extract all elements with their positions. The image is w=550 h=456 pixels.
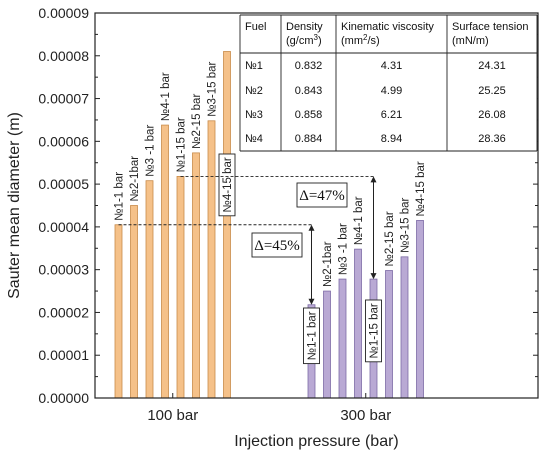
table-cell: 8.94 xyxy=(381,133,402,145)
table-header-cell: Fuel xyxy=(245,21,266,33)
table-cell: №3 xyxy=(245,109,263,121)
bar-label: №1-1 bar xyxy=(307,311,319,360)
table-cell: 26.08 xyxy=(478,109,506,121)
bar-label: №3 -1 bar xyxy=(338,223,350,275)
bar-label: №1-15 bar xyxy=(369,303,381,358)
bar-label: №4-15 bar xyxy=(222,157,234,212)
y-tick-label: 0.00004 xyxy=(38,219,89,235)
bar-100bar-4 xyxy=(161,124,169,399)
bar-label: №2-1bar xyxy=(322,241,334,287)
table-cell: 4.31 xyxy=(381,60,402,72)
bar-300bar-2 xyxy=(323,290,331,399)
bar-300bar-8 xyxy=(416,220,424,399)
bar-label: №4-1 bar xyxy=(160,72,172,121)
bar-100bar-6 xyxy=(192,152,200,399)
bar-label: №1-1 bar xyxy=(114,172,126,221)
properties-table xyxy=(240,15,537,151)
bar-100bar-3 xyxy=(145,180,154,399)
table-header-cell: Kinematic viscosity (mm2/s) xyxy=(341,21,434,47)
bar-100bar-1 xyxy=(114,224,123,399)
delta-label: Δ=45% xyxy=(254,238,300,254)
bar-label: №4-1 bar xyxy=(353,196,365,245)
table-cell: №1 xyxy=(245,60,263,72)
bar-label: №3 -1 bar xyxy=(145,125,157,177)
table-cell: №2 xyxy=(245,85,263,97)
bar-100bar-5 xyxy=(176,176,185,399)
table-cell: 24.31 xyxy=(478,60,506,72)
y-tick-label: 0.00009 xyxy=(38,5,89,21)
table-cell: 25.25 xyxy=(478,85,506,97)
y-tick-label: 0.00000 xyxy=(38,390,89,406)
x-tick-label: 100 bar xyxy=(147,407,198,424)
arrow-up-icon xyxy=(308,224,315,231)
table-cell: 28.36 xyxy=(478,133,506,145)
table-cell: 0.884 xyxy=(295,133,323,145)
bar-label: №3-15 bar xyxy=(400,197,412,252)
delta-label: Δ=47% xyxy=(299,188,345,204)
table-cell: 0.858 xyxy=(295,109,323,121)
y-tick-label: 0.00002 xyxy=(38,304,89,320)
bar-100bar-2 xyxy=(130,205,138,399)
table-cell: №4 xyxy=(245,133,263,145)
y-tick-label: 0.00006 xyxy=(38,133,89,149)
table-cell: 6.21 xyxy=(381,109,402,121)
arrow-down-icon xyxy=(370,273,377,280)
bar-label: №2-1bar xyxy=(129,156,141,202)
bar-label-box xyxy=(365,299,382,363)
table-cell: 0.843 xyxy=(295,85,323,97)
y-tick-label: 0.00001 xyxy=(38,347,89,363)
y-axis-title: Sauter mean diameter (m) xyxy=(6,112,23,299)
table-cell: 4.99 xyxy=(381,85,402,97)
bar-100bar-7 xyxy=(207,120,216,399)
bar-label: №4-15 bar xyxy=(415,161,427,216)
table-header-cell: Surface tension (mN/m) xyxy=(452,21,528,47)
bar-300bar-6 xyxy=(385,270,393,399)
delta-box xyxy=(296,182,348,208)
bar-label: №1-15 bar xyxy=(176,117,188,172)
bar-300bar-4 xyxy=(354,248,362,399)
bar-label: №2-15 bar xyxy=(191,94,203,149)
arrow-down-icon xyxy=(308,298,315,305)
y-tick-label: 0.00007 xyxy=(38,91,89,107)
bar-300bar-3 xyxy=(338,278,347,399)
table-cell: 0.832 xyxy=(295,60,323,72)
y-tick-label: 0.00008 xyxy=(38,48,89,64)
bar-label: №2-15 bar xyxy=(384,211,396,266)
bar-label: №3-15 bar xyxy=(207,61,219,116)
y-tick-label: 0.00003 xyxy=(38,262,89,278)
delta-box xyxy=(251,232,303,258)
arrow-up-icon xyxy=(370,176,377,183)
table-header-cell: Density (g/cm3) xyxy=(286,21,323,47)
bar-label-box xyxy=(303,307,320,365)
x-tick-label: 300 bar xyxy=(340,407,391,424)
bar-300bar-7 xyxy=(400,256,409,399)
y-tick-label: 0.00005 xyxy=(38,176,89,192)
x-axis-title: Injection pressure (bar) xyxy=(234,433,399,450)
bar-label-box xyxy=(218,153,236,217)
